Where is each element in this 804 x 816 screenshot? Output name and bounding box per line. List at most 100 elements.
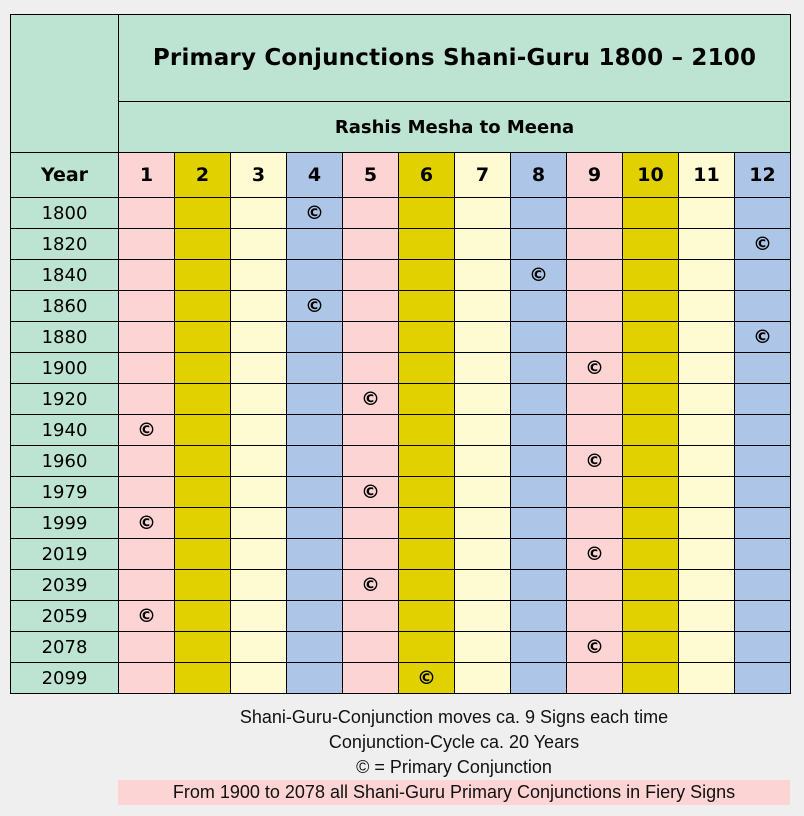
sign-cell (342, 228, 399, 260)
sign-cell (342, 507, 399, 539)
sign-cell (286, 259, 343, 291)
sign-cell: © (286, 197, 343, 229)
sign-cell (678, 662, 735, 694)
sign-column-header: 6 (398, 152, 455, 198)
sign-cell (286, 321, 343, 353)
sign-column-header: 9 (566, 152, 623, 198)
sign-cell (454, 228, 511, 260)
sign-cell (566, 662, 623, 694)
sign-cell (174, 507, 231, 539)
sign-cell (118, 445, 175, 477)
sign-cell (678, 476, 735, 508)
sign-cell: © (733, 321, 792, 353)
sign-cell (118, 228, 175, 260)
sign-cell (342, 321, 399, 353)
sign-cell (454, 352, 511, 384)
year-cell: 2099 (10, 662, 119, 694)
sign-cell (566, 600, 623, 632)
sign-cell (678, 197, 735, 229)
sign-cell (454, 383, 511, 415)
sign-cell (230, 259, 287, 291)
sign-cell (622, 538, 679, 570)
table-row: 2099 © (10, 662, 792, 694)
year-cell: 1840 (10, 259, 119, 291)
sign-cell (342, 445, 399, 477)
sign-cell (454, 538, 511, 570)
sign-cell (118, 631, 175, 663)
primary-conjunction-marker: © (585, 356, 604, 379)
note-cycle: Conjunction-Cycle ca. 20 Years (328, 732, 580, 752)
year-cell: 1900 (10, 352, 119, 384)
sign-cell: © (566, 445, 623, 477)
sign-cell: © (566, 538, 623, 570)
sign-cell (622, 383, 679, 415)
sign-cell (566, 228, 623, 260)
sign-cell (510, 631, 567, 663)
primary-conjunction-marker: © (585, 449, 604, 472)
sign-cell (622, 414, 679, 446)
sign-cell (230, 352, 287, 384)
sign-cell (342, 290, 399, 322)
sign-cell: © (286, 290, 343, 322)
table-subtitle: Rashis Mesha to Meena (117, 101, 792, 153)
sign-cell (454, 662, 511, 694)
sign-column-header: 5 (342, 152, 399, 198)
sign-cell (174, 259, 231, 291)
sign-cell (398, 476, 455, 508)
sign-cell (622, 259, 679, 291)
table-row: 1840 © (10, 259, 792, 291)
sign-cell (230, 228, 287, 260)
sign-column-header: 4 (286, 152, 343, 198)
sign-cell (622, 631, 679, 663)
sign-cell (622, 445, 679, 477)
sign-cell (174, 228, 231, 260)
sign-cell (118, 197, 175, 229)
sign-cell (342, 538, 399, 570)
sign-cell (733, 290, 792, 322)
table-row: 2059 © (10, 600, 792, 632)
sign-cell (510, 414, 567, 446)
primary-conjunction-marker: © (585, 635, 604, 658)
sign-cell (733, 507, 792, 539)
sign-cell (622, 600, 679, 632)
primary-conjunction-marker: © (137, 511, 156, 534)
sign-cell (566, 321, 623, 353)
sign-cell (174, 600, 231, 632)
primary-conjunction-marker: © (305, 201, 324, 224)
sign-column-header: 7 (454, 152, 511, 198)
table-row: 1979 © (10, 476, 792, 508)
sign-cell (510, 383, 567, 415)
sign-cell (454, 445, 511, 477)
primary-conjunction-marker: © (361, 480, 380, 503)
table-row: 2019 © (10, 538, 792, 570)
sign-cell (454, 569, 511, 601)
sign-cell (398, 631, 455, 663)
sign-cell (733, 383, 792, 415)
year-cell: 1940 (10, 414, 119, 446)
table-row: 1900 © (10, 352, 792, 384)
sign-cell (510, 569, 567, 601)
sign-cell (118, 569, 175, 601)
sign-cell (174, 321, 231, 353)
sign-cell (566, 383, 623, 415)
sign-cell (230, 569, 287, 601)
table-row: 1820 © (10, 228, 792, 260)
sign-cell (510, 352, 567, 384)
note-sign-movement: Shani-Guru-Conjunction moves ca. 9 Signs… (239, 707, 669, 727)
sign-cell (398, 352, 455, 384)
sign-cell (733, 600, 792, 632)
sign-cell (622, 228, 679, 260)
sign-cell (398, 383, 455, 415)
year-cell: 1920 (10, 383, 119, 415)
sign-cell (286, 538, 343, 570)
sign-cell (622, 321, 679, 353)
table-row: 2078 © (10, 631, 792, 663)
sign-cell (733, 259, 792, 291)
sign-cell (398, 290, 455, 322)
sign-cell (622, 569, 679, 601)
sign-cell (622, 507, 679, 539)
table-title: Primary Conjunctions Shani-Guru 1800 – 2… (117, 14, 792, 102)
sign-cell (678, 538, 735, 570)
sign-cell (733, 538, 792, 570)
sign-cell (454, 414, 511, 446)
